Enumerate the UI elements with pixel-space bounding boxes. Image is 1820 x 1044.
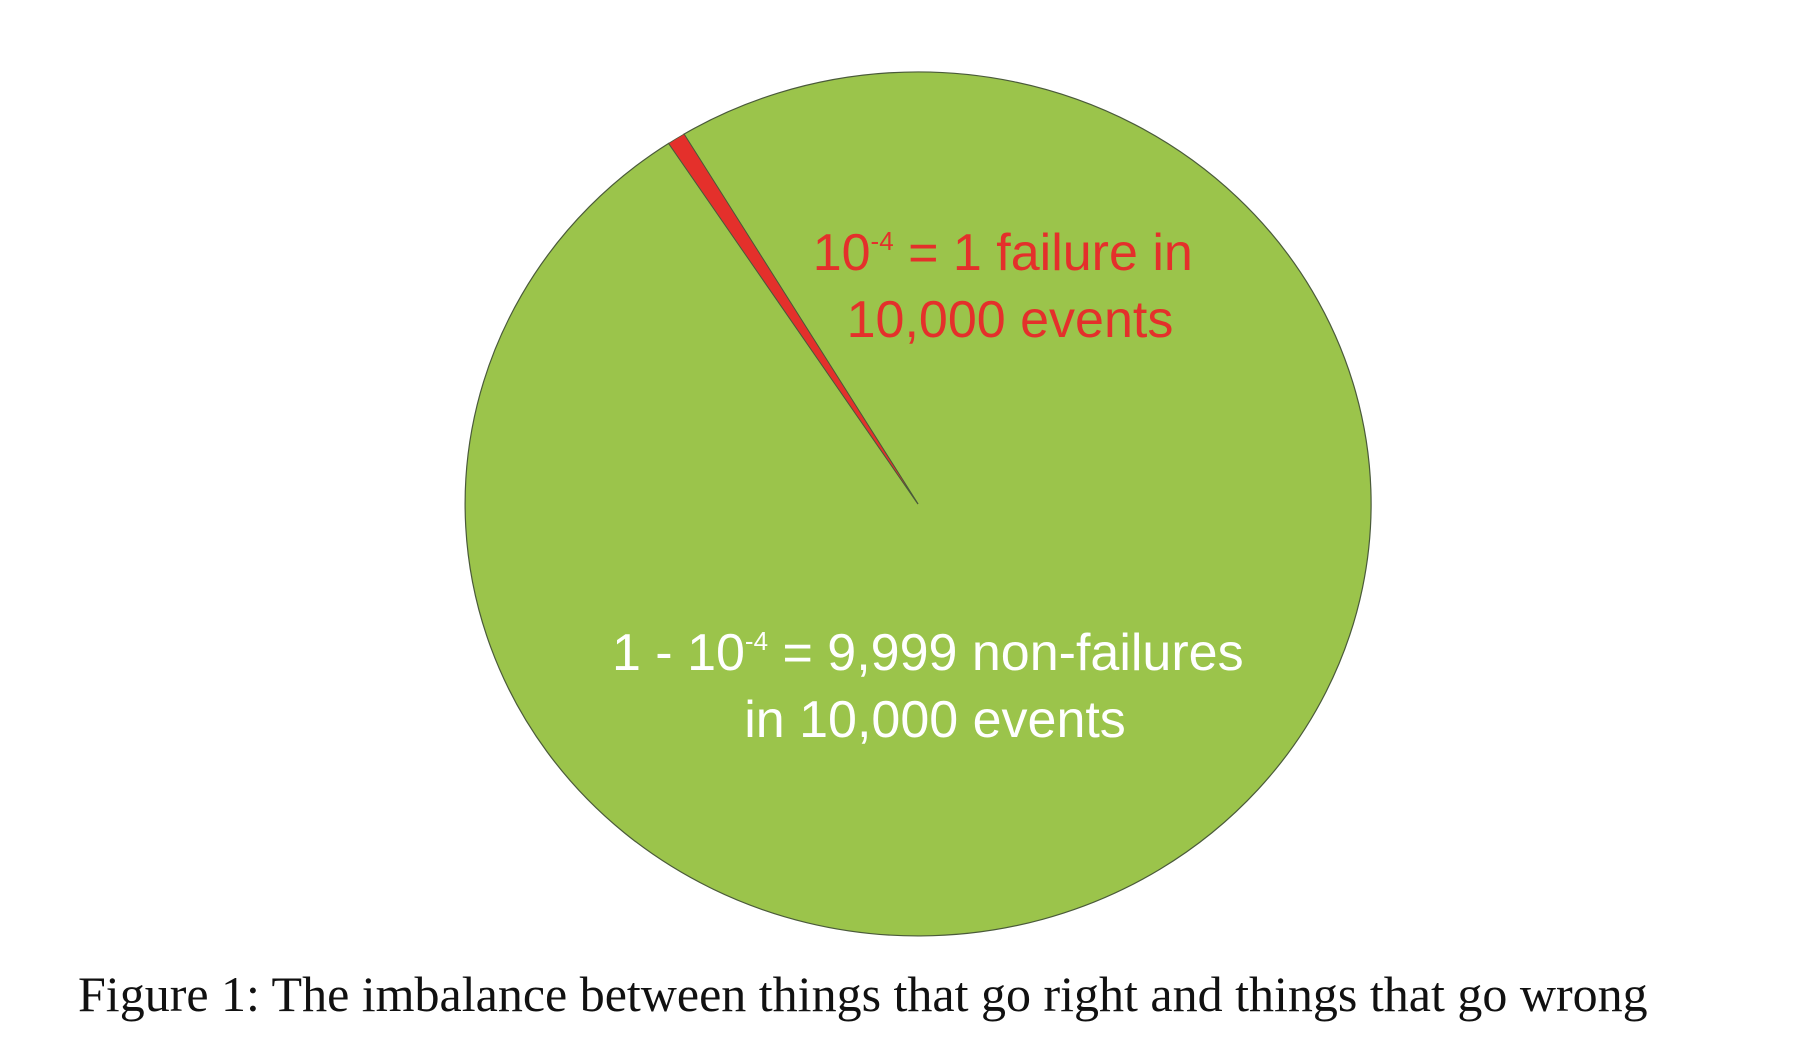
non-failure-annotation-line2: in 10,000 events xyxy=(744,691,1126,749)
non-failure-annotation: 1 - 10-4 = 9,999 non-failures in 10,000 … xyxy=(612,624,1258,749)
failure-annotation-base: 10 xyxy=(813,224,871,282)
pie-slices xyxy=(464,71,1372,937)
non-failure-annotation-base: 1 - 10 xyxy=(612,624,745,682)
failure-annotation-rest: = 1 failure in xyxy=(894,224,1193,282)
non-failure-annotation-rest: = 9,999 non-failures xyxy=(768,624,1244,682)
failure-annotation-exponent: -4 xyxy=(871,226,894,256)
non-failure-annotation-exponent: -4 xyxy=(745,626,768,656)
failure-annotation: 10-4 = 1 failure in 10,000 events xyxy=(813,224,1208,349)
figure-caption: Figure 1: The imbalance between things t… xyxy=(78,966,1648,1022)
failure-annotation-line2: 10,000 events xyxy=(847,291,1174,349)
pie-slice-failure xyxy=(668,133,919,505)
